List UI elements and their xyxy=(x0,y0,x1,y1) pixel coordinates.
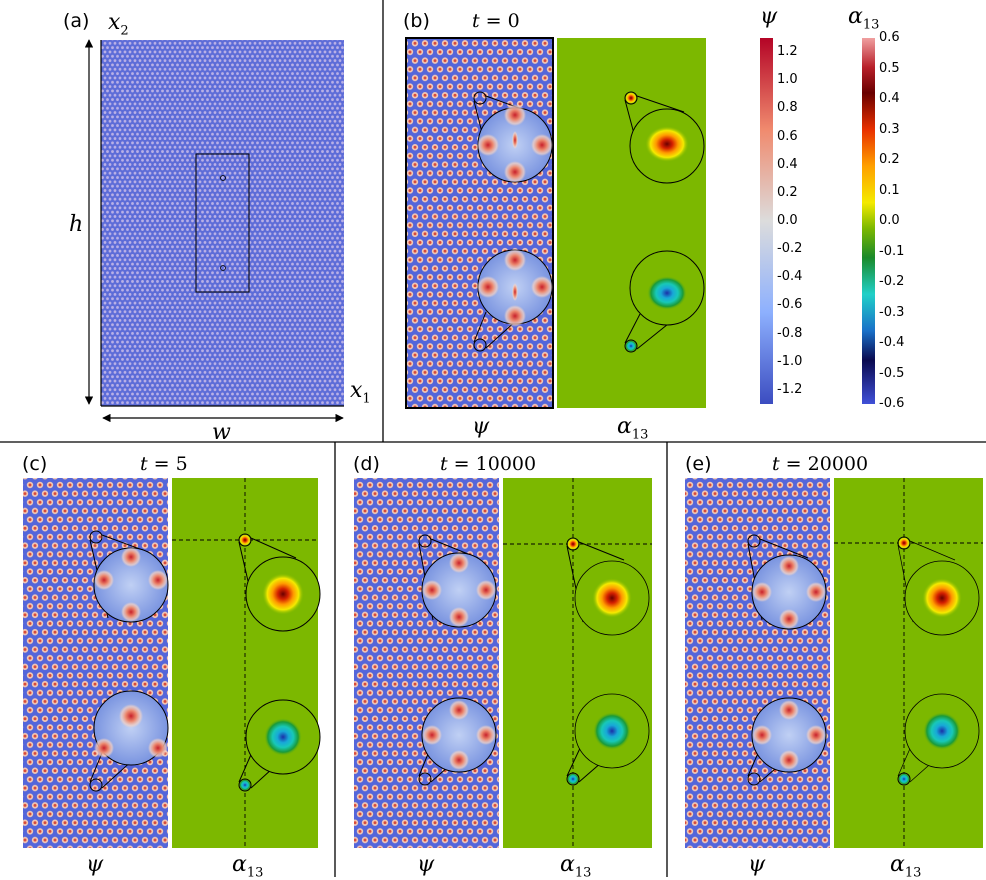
panel-b-psi-field xyxy=(405,37,554,409)
alpha-colorbar-tick: -0.4 xyxy=(879,335,905,350)
psi-colorbar-tick: -0.6 xyxy=(777,297,803,313)
alpha-colorbar-tick: -0.2 xyxy=(879,274,905,289)
panel-d-psi-field xyxy=(354,478,499,848)
alpha-colorbar-tick: 0.5 xyxy=(879,60,900,76)
psi-colorbar-tick: -0.2 xyxy=(777,241,803,257)
panel-d-alpha-field xyxy=(503,478,652,848)
panel-c-psi-field xyxy=(23,478,169,848)
x1-axis-label: x1 xyxy=(350,378,371,407)
psi-colorbar-tick: -1.0 xyxy=(777,353,803,369)
panel-b-label: (b) xyxy=(403,10,430,32)
width-label: w xyxy=(212,420,231,445)
alpha-colorbar-tick: 0.4 xyxy=(879,91,900,106)
psi-colorbar-title: ψ xyxy=(760,4,778,29)
height-label: h xyxy=(69,212,84,237)
panel-c-alpha-field xyxy=(172,478,321,848)
psi-colorbar-tick: -1.2 xyxy=(777,381,803,397)
psi-colorbar-tick: 0.6 xyxy=(777,128,798,144)
alpha-colorbar-title: α13 xyxy=(848,4,880,33)
alpha-colorbar-tick: 0.6 xyxy=(879,30,900,45)
panel-e-alpha-label: α13 xyxy=(890,852,922,880)
alpha-colorbar-tick: -0.1 xyxy=(879,243,905,259)
alpha-colorbar-tick: 0.3 xyxy=(879,121,900,137)
panel-d-alpha-label: α13 xyxy=(560,852,592,880)
alpha-colorbar-tick: -0.5 xyxy=(879,365,905,381)
psi-colorbar-tick: 0.8 xyxy=(777,100,798,116)
panel-d-psi-label: ψ xyxy=(417,852,435,877)
psi-colorbar-tick: 0.2 xyxy=(777,184,798,200)
panel-e-psi-label: ψ xyxy=(748,852,766,877)
panel-c-alpha-label: α13 xyxy=(232,852,264,880)
panel-e-label: (e) xyxy=(685,453,712,475)
panel-d-label: (d) xyxy=(353,453,380,475)
panel-b-alpha-label: α13 xyxy=(617,414,649,443)
psi-colorbar-tick: -0.8 xyxy=(777,325,803,341)
alpha-colorbar-tick: 0.1 xyxy=(879,182,900,198)
psi-colorbar-tick: 0.4 xyxy=(777,156,798,172)
panel-e-alpha-field xyxy=(834,478,983,848)
psi-colorbar-tick: 0.0 xyxy=(777,213,798,228)
panel-d-time: t = 10000 xyxy=(440,453,537,475)
panel-e-time: t = 20000 xyxy=(772,453,869,475)
panel-b-alpha-field xyxy=(557,38,706,408)
alpha-colorbar-tick: 0.0 xyxy=(879,213,900,228)
psi-colorbar-tick: 1.2 xyxy=(777,44,798,60)
x2-axis-label: x2 xyxy=(108,10,129,39)
panel-b-time: t = 0 xyxy=(472,10,520,32)
panel-c-psi-label: ψ xyxy=(86,852,104,877)
panel-b-psi-label: ψ xyxy=(472,414,490,439)
alpha-colorbar xyxy=(862,38,875,404)
alpha-colorbar-tick: -0.6 xyxy=(879,396,905,411)
alpha-colorbar-tick: -0.3 xyxy=(879,304,905,320)
panel-c-time: t = 5 xyxy=(140,453,188,475)
panel-a-domain xyxy=(84,39,344,423)
panel-e-psi-field xyxy=(685,478,830,848)
psi-colorbar-tick: 1.0 xyxy=(777,72,798,88)
psi-colorbar xyxy=(760,38,773,404)
panel-a-label: (a) xyxy=(63,10,90,32)
alpha-colorbar-tick: 0.2 xyxy=(879,152,900,167)
panel-c-label: (c) xyxy=(22,453,48,475)
psi-colorbar-tick: -0.4 xyxy=(777,269,803,285)
